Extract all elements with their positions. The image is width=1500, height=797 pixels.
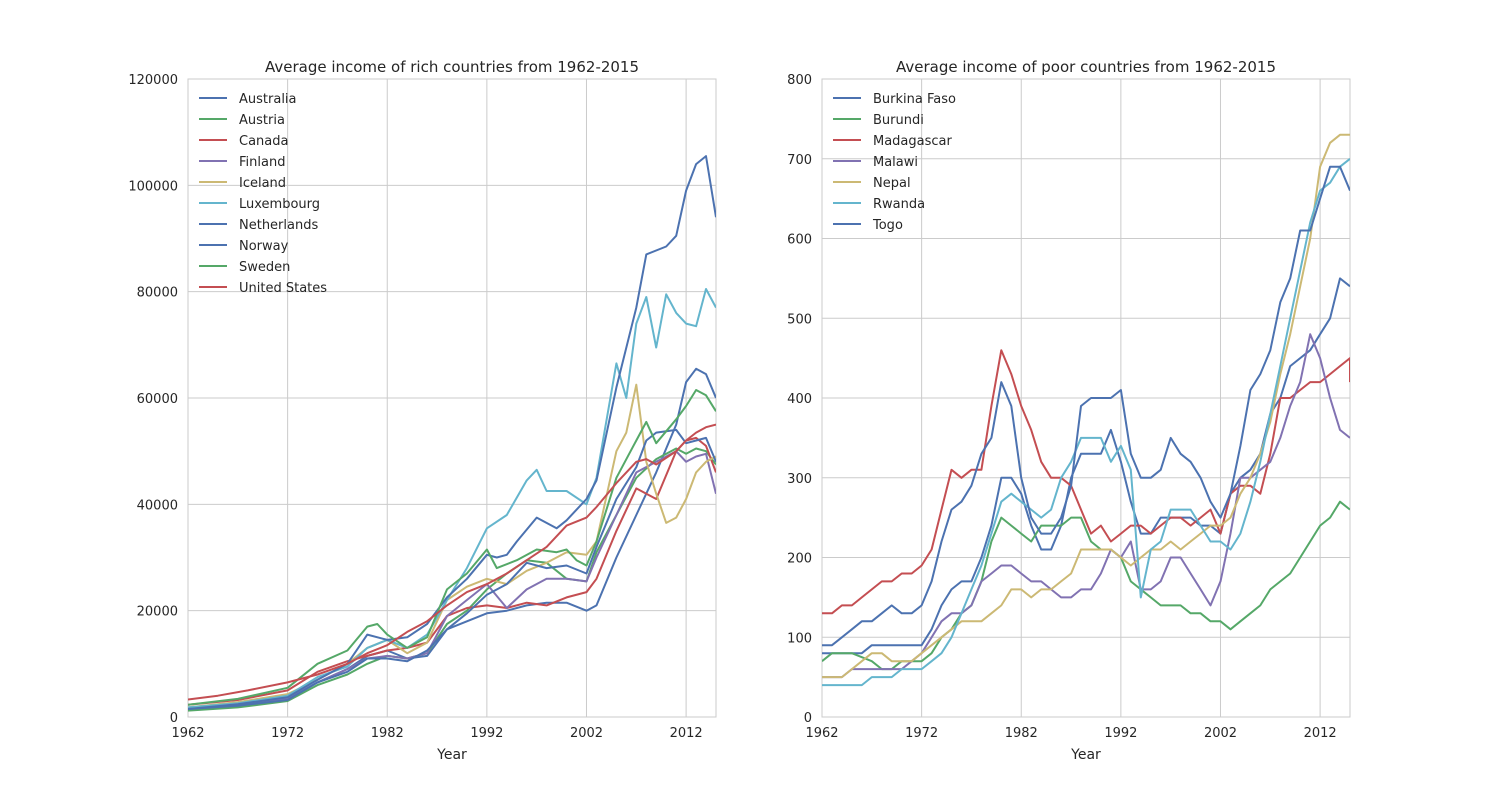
y-tick-label: 0 <box>804 711 812 726</box>
chart-title: Average income of rich countries from 19… <box>265 58 639 76</box>
series-lines <box>188 155 716 712</box>
legend-label: Sweden <box>239 260 290 275</box>
y-tick-label: 500 <box>787 312 812 327</box>
legend: Australia Austria Canada Finland Iceland Luxe… <box>199 92 327 296</box>
legend: Burkina Faso Burundi Madagascar Malawi Nepal… <box>833 92 956 233</box>
x-tick-label: 1962 <box>805 726 838 741</box>
series-line-burundi <box>822 500 1350 671</box>
x-tick-label: 1962 <box>171 726 204 741</box>
legend-label: Norway <box>239 239 289 254</box>
legend-label: Burkina Faso <box>873 92 956 107</box>
legend-label: Togo <box>872 218 903 233</box>
legend-label: Malawi <box>873 155 918 170</box>
series-line-burkina-faso <box>822 277 1350 655</box>
legend-label: Netherlands <box>239 218 318 233</box>
legend-label: Finland <box>239 155 285 170</box>
poor-countries-chart: Average income of poor countries from 19… <box>787 58 1351 763</box>
series-line-united-states <box>188 423 716 701</box>
x-tick-label: 1972 <box>905 726 938 741</box>
series-lines <box>822 133 1350 687</box>
series-line-netherlands <box>188 428 716 710</box>
legend-label: Burundi <box>873 113 924 128</box>
plot-frame <box>821 78 1351 718</box>
x-tick-label: 2012 <box>1304 726 1337 741</box>
legend-label: Rwanda <box>873 197 925 212</box>
x-tick-label: 1972 <box>271 726 304 741</box>
series-line-rwanda <box>822 158 1350 687</box>
x-tick-label: 2012 <box>670 726 703 741</box>
series-line-nepal <box>822 133 1350 679</box>
y-tick-label: 60000 <box>137 392 178 407</box>
x-tick-label: 2002 <box>570 726 603 741</box>
legend-label: Nepal <box>873 176 911 191</box>
y-tick-label: 20000 <box>137 605 178 620</box>
y-tick-label: 400 <box>787 392 812 407</box>
legend-label: United States <box>239 281 327 296</box>
gridlines <box>821 78 1351 718</box>
y-tick-label: 300 <box>787 472 812 487</box>
x-tick-label: 1992 <box>1104 726 1137 741</box>
legend-label: Iceland <box>239 176 286 191</box>
series-line-sweden <box>188 389 716 706</box>
rich-countries-chart: Average income of rich countries from 19… <box>128 58 717 763</box>
y-tick-label: 600 <box>787 233 812 248</box>
y-tick-label: 800 <box>787 73 812 88</box>
legend-label: Madagascar <box>873 134 953 149</box>
chart-title: Average income of poor countries from 19… <box>896 58 1276 76</box>
y-tick-label: 80000 <box>137 286 178 301</box>
x-tick-label: 1982 <box>371 726 404 741</box>
legend-label: Canada <box>239 134 288 149</box>
series-line-togo <box>822 165 1350 647</box>
series-line-luxembourg <box>188 288 716 709</box>
series-line-iceland <box>188 383 716 709</box>
y-tick-label: 0 <box>170 711 178 726</box>
legend-label: Australia <box>239 92 297 107</box>
series-line-malawi <box>822 333 1350 679</box>
y-tick-label: 200 <box>787 552 812 567</box>
x-tick-label: 1992 <box>470 726 503 741</box>
series-line-madagascar <box>822 349 1350 615</box>
x-axis-label: Year <box>1070 747 1101 763</box>
y-tick-label: 120000 <box>128 73 178 88</box>
series-line-australia <box>188 367 716 709</box>
y-tick-label: 100000 <box>128 179 178 194</box>
x-axis-label: Year <box>436 747 467 763</box>
y-tick-label: 40000 <box>137 498 178 513</box>
legend-label: Austria <box>239 113 285 128</box>
legend-label: Luxembourg <box>239 197 320 212</box>
series-line-norway <box>188 155 716 710</box>
x-tick-label: 1982 <box>1005 726 1038 741</box>
y-tick-label: 100 <box>787 631 812 646</box>
y-tick-label: 700 <box>787 153 812 168</box>
x-tick-label: 2002 <box>1204 726 1237 741</box>
